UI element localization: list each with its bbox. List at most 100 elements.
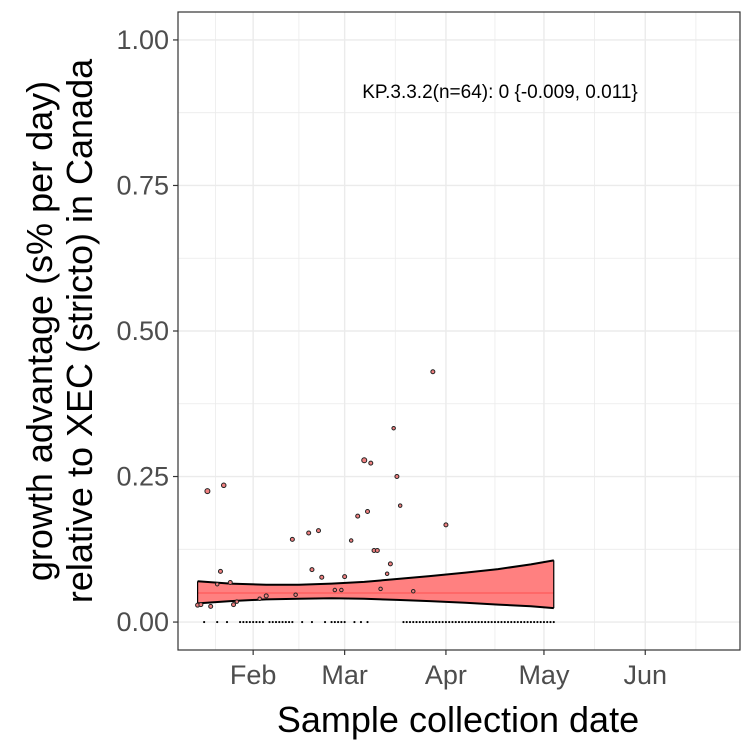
- data-point: [306, 530, 312, 536]
- zero-point: [542, 620, 546, 624]
- zero-point: [216, 620, 219, 624]
- y-axis-title-line2: relative to XEC (stricto) in Canada: [59, 58, 100, 603]
- axis-ticks: 0.00 0.25 0.50 0.75 1.00 Feb Mar Apr May Jun: [116, 25, 667, 690]
- zero-point: [333, 620, 336, 624]
- zero-point: [516, 620, 519, 624]
- data-points-layer: [195, 369, 555, 624]
- data-point: [214, 581, 220, 587]
- zero-point: [203, 620, 206, 624]
- zero-point: [526, 620, 529, 624]
- zero-point: [366, 620, 369, 624]
- data-point: [227, 579, 233, 585]
- zero-point: [405, 620, 408, 624]
- zero-point: [238, 620, 242, 624]
- data-point: [365, 508, 371, 514]
- zero-point: [441, 620, 444, 624]
- zero-point: [431, 620, 434, 624]
- data-point: [309, 567, 315, 573]
- y-axis-title-line1: growth advantage (s% per day): [19, 81, 60, 581]
- data-point: [387, 561, 393, 567]
- data-point: [198, 602, 204, 608]
- data-point: [204, 488, 211, 495]
- data-point: [361, 457, 368, 464]
- zero-point: [546, 620, 549, 624]
- zero-point: [278, 620, 281, 624]
- zero-point: [284, 620, 287, 624]
- zero-point: [451, 620, 454, 624]
- zero-point: [484, 620, 487, 624]
- zero-point: [503, 620, 506, 624]
- data-point: [378, 586, 383, 592]
- x-tick-label: Feb: [230, 660, 277, 690]
- confidence-ribbon: [197, 560, 554, 609]
- zero-point: [477, 620, 480, 624]
- data-point: [257, 596, 262, 602]
- zero-point: [412, 620, 415, 624]
- zero-point: [323, 620, 327, 624]
- zero-point: [343, 620, 346, 624]
- ribbon-upper-bound: [197, 559, 554, 586]
- zero-point: [448, 620, 451, 624]
- zero-point: [245, 620, 248, 624]
- zero-point: [421, 620, 425, 624]
- zero-point: [248, 620, 251, 624]
- x-tick-label: Mar: [321, 660, 368, 690]
- zero-point: [480, 620, 483, 624]
- x-tick-label: Jun: [623, 660, 667, 690]
- data-point: [293, 592, 298, 597]
- grid-lines: [178, 12, 740, 650]
- zero-point: [513, 620, 516, 624]
- zero-point: [261, 620, 265, 624]
- zero-point: [539, 620, 542, 624]
- zero-point: [500, 620, 503, 624]
- zero-point: [225, 620, 229, 624]
- zero-point: [454, 620, 457, 624]
- zero-point: [242, 620, 245, 624]
- zero-point: [330, 620, 333, 624]
- zero-point: [474, 620, 477, 624]
- data-point: [263, 593, 269, 599]
- data-point: [368, 460, 374, 466]
- zero-point: [529, 620, 532, 624]
- zero-point: [457, 620, 461, 624]
- zero-point: [490, 620, 493, 624]
- zero-point: [287, 620, 291, 624]
- zero-point: [281, 620, 284, 624]
- zero-point: [444, 620, 448, 624]
- y-tick-label: 0.00: [116, 607, 169, 637]
- zero-point: [271, 620, 274, 624]
- zero-point: [340, 620, 343, 624]
- data-point: [332, 587, 338, 593]
- zero-point: [402, 620, 405, 624]
- data-point: [319, 574, 325, 580]
- data-point: [374, 547, 380, 553]
- zero-point: [470, 620, 474, 624]
- data-point: [411, 588, 416, 594]
- zero-point: [549, 620, 552, 624]
- zero-point: [310, 620, 314, 624]
- zero-point: [523, 620, 526, 624]
- series-annotation: KP.3.3.2(n=64): 0 {-0.009, 0.011}: [362, 82, 638, 103]
- data-point: [289, 536, 295, 542]
- zero-point: [415, 620, 418, 624]
- x-tick-label: Apr: [425, 660, 467, 690]
- zero-point: [337, 620, 340, 624]
- zero-point: [536, 620, 539, 624]
- zero-point: [274, 620, 278, 624]
- zero-point: [418, 620, 421, 624]
- data-point: [316, 528, 321, 534]
- zero-point: [533, 620, 536, 624]
- y-tick-label: 0.50: [116, 316, 169, 346]
- data-point: [391, 425, 396, 431]
- data-point: [342, 574, 348, 580]
- zero-point: [438, 620, 441, 624]
- zero-point: [464, 620, 467, 624]
- data-point: [443, 522, 449, 528]
- data-point: [208, 603, 214, 609]
- zero-point: [493, 620, 497, 624]
- data-point: [394, 474, 400, 480]
- zero-point: [552, 620, 555, 624]
- zero-point: [301, 620, 304, 624]
- zero-point: [467, 620, 470, 624]
